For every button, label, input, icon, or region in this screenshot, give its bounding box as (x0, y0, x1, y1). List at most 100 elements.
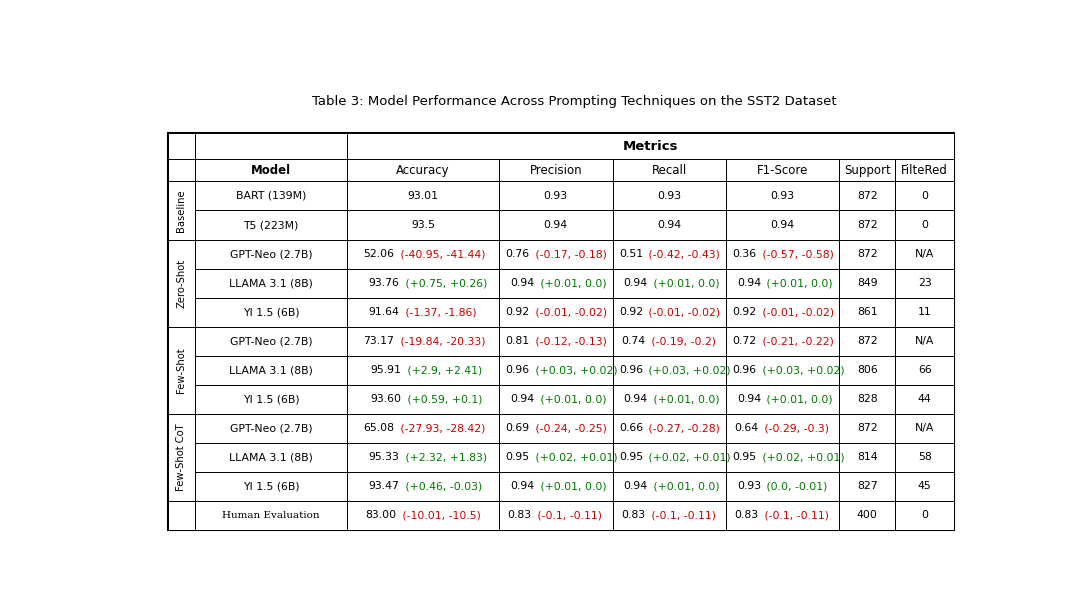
Bar (168, 133, 954, 530)
Text: (+2.9, +2.41): (+2.9, +2.41) (404, 365, 482, 375)
Bar (896, 268, 954, 298)
Text: (+0.02, +0.01): (+0.02, +0.01) (758, 453, 845, 462)
Text: N/A: N/A (915, 424, 934, 433)
Text: 0.95: 0.95 (732, 453, 756, 462)
Text: 91.64: 91.64 (368, 307, 399, 317)
Text: 0: 0 (921, 220, 929, 230)
Text: 0.64: 0.64 (735, 424, 758, 433)
Bar (612, 181, 726, 210)
Text: N/A: N/A (915, 249, 934, 259)
Text: GPT-Neo (2.7B): GPT-Neo (2.7B) (230, 249, 312, 259)
Text: 93.47: 93.47 (368, 481, 399, 491)
Text: (-40.95, -41.44): (-40.95, -41.44) (397, 249, 486, 259)
Text: Metrics: Metrics (623, 140, 678, 153)
Bar (612, 385, 726, 414)
Text: 0.94: 0.94 (623, 278, 648, 288)
Bar (896, 472, 954, 501)
Bar (499, 327, 612, 356)
Text: 872: 872 (857, 220, 878, 230)
Bar (839, 268, 896, 298)
Text: YI 1.5 (6B): YI 1.5 (6B) (243, 481, 299, 491)
Bar (896, 501, 954, 530)
Bar (612, 268, 726, 298)
Text: 0.83: 0.83 (508, 510, 531, 521)
Bar (499, 210, 612, 239)
Text: Zero-Shot: Zero-Shot (177, 259, 186, 308)
Text: 872: 872 (857, 336, 878, 346)
Text: Accuracy: Accuracy (396, 164, 449, 177)
Text: (+0.46, -0.03): (+0.46, -0.03) (402, 481, 481, 491)
Text: (+0.01, 0.0): (+0.01, 0.0) (537, 278, 606, 288)
Text: 52.06: 52.06 (363, 249, 394, 259)
Text: (+0.03, +0.02): (+0.03, +0.02) (758, 365, 845, 375)
Bar (839, 472, 896, 501)
Text: 0.95: 0.95 (506, 453, 529, 462)
Text: (+0.75, +0.26): (+0.75, +0.26) (402, 278, 487, 288)
Bar (726, 327, 839, 356)
Bar (896, 443, 954, 472)
Text: (-0.27, -0.28): (-0.27, -0.28) (645, 424, 720, 433)
Text: 806: 806 (857, 365, 878, 375)
Text: 0.93: 0.93 (737, 481, 761, 491)
Bar (347, 159, 499, 181)
Text: Support: Support (843, 164, 890, 177)
Bar (839, 181, 896, 210)
Text: (0.0, -0.01): (0.0, -0.01) (764, 481, 828, 491)
Bar (726, 159, 839, 181)
Text: 11: 11 (918, 307, 932, 317)
Text: (-27.93, -28.42): (-27.93, -28.42) (397, 424, 486, 433)
Text: 849: 849 (857, 278, 878, 288)
Text: (+0.01, 0.0): (+0.01, 0.0) (764, 278, 833, 288)
Text: Human Evaluation: Human Evaluation (223, 511, 320, 520)
Text: 93.5: 93.5 (411, 220, 436, 230)
Bar (347, 268, 499, 298)
Bar (168, 159, 195, 181)
Text: (+0.01, 0.0): (+0.01, 0.0) (650, 395, 720, 404)
Text: (+0.03, +0.02): (+0.03, +0.02) (645, 365, 731, 375)
Text: 0.94: 0.94 (510, 395, 535, 404)
Text: 0.81: 0.81 (506, 336, 529, 346)
Text: (-0.29, -0.3): (-0.29, -0.3) (761, 424, 829, 433)
Bar (499, 268, 612, 298)
Text: (-0.57, -0.58): (-0.57, -0.58) (758, 249, 834, 259)
Text: 0.94: 0.94 (737, 278, 761, 288)
Text: (-0.24, -0.25): (-0.24, -0.25) (531, 424, 607, 433)
Bar (347, 181, 499, 210)
Text: (-0.42, -0.43): (-0.42, -0.43) (645, 249, 720, 259)
Bar (499, 385, 612, 414)
Bar (839, 298, 896, 327)
Bar (168, 181, 195, 239)
Bar (839, 159, 896, 181)
Bar (195, 268, 347, 298)
Bar (612, 327, 726, 356)
Bar (195, 298, 347, 327)
Text: 65.08: 65.08 (363, 424, 394, 433)
Text: (+0.01, 0.0): (+0.01, 0.0) (537, 481, 606, 491)
Bar (612, 356, 726, 385)
Text: LLAMA 3.1 (8B): LLAMA 3.1 (8B) (229, 278, 313, 288)
Text: (+0.02, +0.01): (+0.02, +0.01) (531, 453, 618, 462)
Text: 0.93: 0.93 (544, 191, 568, 201)
Bar (726, 385, 839, 414)
Text: 400: 400 (857, 510, 878, 521)
Text: 0.72: 0.72 (732, 336, 756, 346)
Text: 0.96: 0.96 (732, 365, 756, 375)
Bar (499, 443, 612, 472)
Text: FilteRed: FilteRed (901, 164, 948, 177)
Text: 0.92: 0.92 (506, 307, 529, 317)
Text: (+0.01, 0.0): (+0.01, 0.0) (650, 481, 720, 491)
Bar (612, 159, 726, 181)
Text: 0.93: 0.93 (771, 191, 794, 201)
Bar (896, 133, 954, 159)
Text: (-0.1, -0.11): (-0.1, -0.11) (761, 510, 829, 521)
Text: 44: 44 (918, 395, 932, 404)
Text: Precision: Precision (529, 164, 583, 177)
Bar (347, 210, 499, 239)
Bar (726, 210, 839, 239)
Bar (612, 443, 726, 472)
Text: 0.93: 0.93 (657, 191, 682, 201)
Text: 0: 0 (921, 510, 929, 521)
Bar (839, 443, 896, 472)
Bar (195, 501, 347, 530)
Bar (347, 298, 499, 327)
